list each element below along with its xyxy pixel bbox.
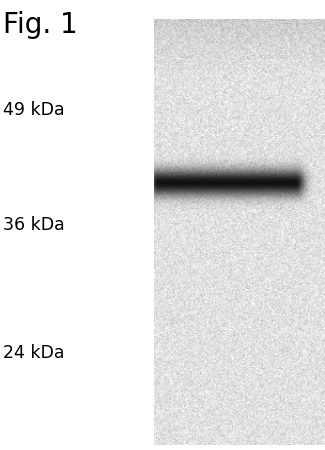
Text: Fig. 1: Fig. 1 <box>3 11 78 39</box>
Text: 49 kDa: 49 kDa <box>3 101 65 119</box>
Text: 24 kDa: 24 kDa <box>3 344 65 362</box>
Text: 36 kDa: 36 kDa <box>3 216 65 234</box>
